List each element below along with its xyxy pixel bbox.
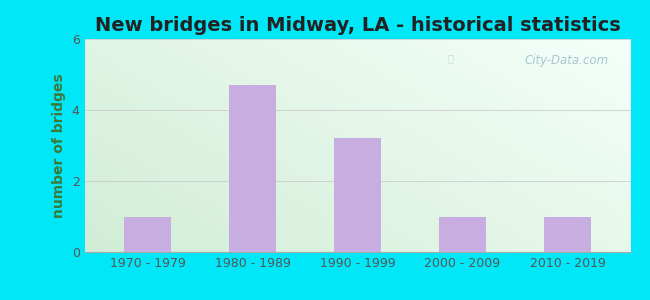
Y-axis label: number of bridges: number of bridges: [52, 73, 66, 218]
Bar: [229, 85, 276, 252]
Text: 🔍: 🔍: [448, 53, 454, 63]
Text: City-Data.com: City-Data.com: [525, 54, 608, 67]
Title: New bridges in Midway, LA - historical statistics: New bridges in Midway, LA - historical s…: [95, 16, 620, 35]
Bar: [334, 138, 381, 252]
Bar: [124, 217, 171, 252]
Bar: [439, 217, 486, 252]
Bar: [544, 217, 591, 252]
